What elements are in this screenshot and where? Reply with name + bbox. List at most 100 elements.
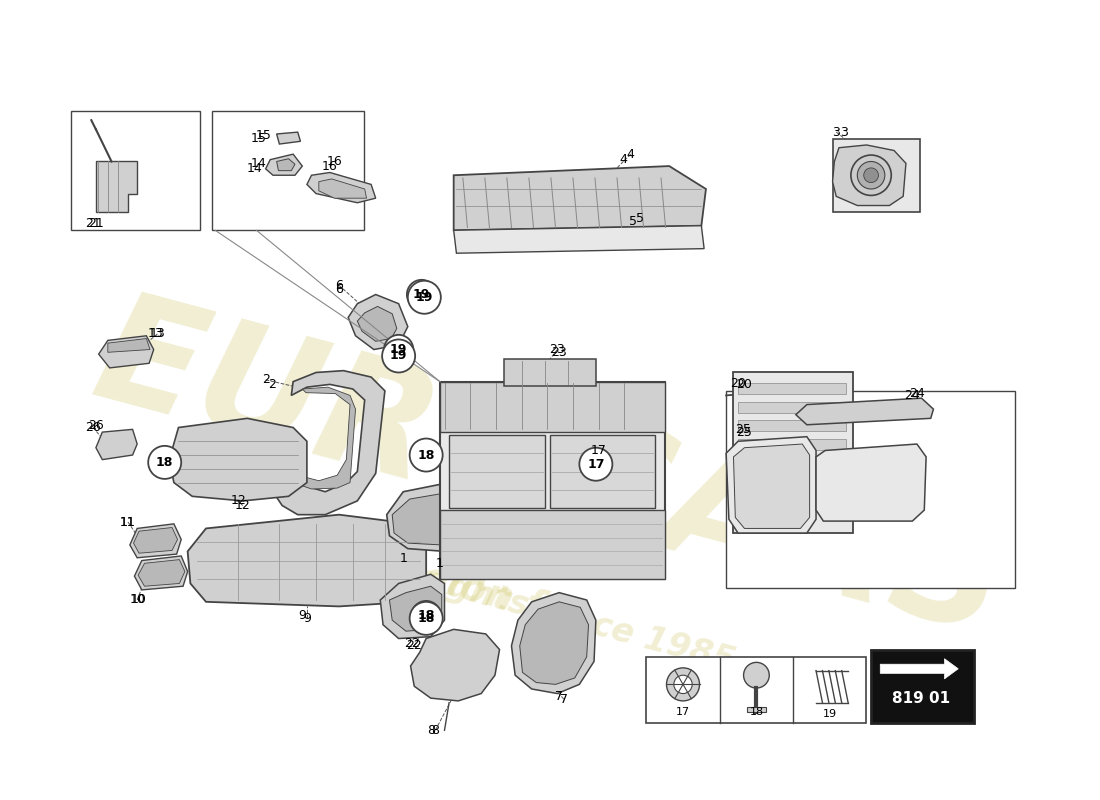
Polygon shape — [381, 574, 444, 638]
Bar — [738, 494, 846, 505]
Polygon shape — [276, 158, 295, 170]
Text: 22: 22 — [406, 639, 422, 652]
Polygon shape — [307, 173, 376, 202]
Bar — [504, 358, 596, 386]
Bar — [738, 457, 846, 468]
Text: 2: 2 — [268, 378, 276, 391]
Bar — [440, 510, 664, 579]
Text: 17: 17 — [676, 707, 690, 717]
Text: 6: 6 — [336, 279, 343, 292]
Bar — [212, 111, 364, 230]
Polygon shape — [130, 524, 182, 558]
Text: 15: 15 — [256, 130, 272, 142]
Bar — [738, 438, 846, 450]
Text: rights since 1985: rights since 1985 — [416, 562, 739, 678]
Text: 18: 18 — [749, 707, 763, 717]
Text: 7: 7 — [560, 693, 568, 706]
Circle shape — [851, 155, 891, 195]
Text: 13: 13 — [147, 327, 164, 341]
Bar — [550, 435, 656, 508]
Bar — [440, 382, 664, 579]
Polygon shape — [293, 387, 355, 489]
Bar — [440, 382, 664, 432]
Circle shape — [409, 438, 442, 471]
Polygon shape — [319, 179, 366, 198]
Polygon shape — [816, 444, 926, 521]
Text: 19: 19 — [416, 290, 433, 304]
Text: 12: 12 — [234, 499, 251, 512]
Text: 24: 24 — [904, 389, 921, 402]
Text: 3: 3 — [839, 126, 847, 138]
Polygon shape — [139, 560, 185, 586]
Text: 20: 20 — [730, 377, 746, 390]
Text: 23: 23 — [550, 343, 565, 356]
Polygon shape — [273, 370, 385, 514]
Text: 14: 14 — [251, 157, 266, 170]
Text: 11: 11 — [120, 515, 136, 529]
Text: 10: 10 — [131, 594, 147, 606]
Bar — [833, 138, 920, 212]
Text: 8: 8 — [431, 724, 439, 737]
Polygon shape — [169, 418, 307, 501]
Text: 13: 13 — [150, 327, 165, 341]
Text: 6: 6 — [336, 283, 343, 297]
Polygon shape — [99, 336, 154, 368]
Text: 25: 25 — [735, 423, 750, 436]
Text: 9: 9 — [302, 612, 311, 625]
Text: 15: 15 — [251, 132, 266, 145]
Text: 8: 8 — [427, 724, 434, 737]
Bar — [647, 657, 867, 723]
Text: 26: 26 — [88, 419, 103, 432]
Circle shape — [857, 162, 884, 189]
Circle shape — [744, 662, 769, 688]
Bar — [738, 475, 846, 486]
Bar — [871, 650, 974, 723]
Circle shape — [148, 446, 182, 479]
Text: 16: 16 — [327, 155, 342, 168]
Text: 18: 18 — [418, 612, 434, 625]
Text: 19: 19 — [389, 343, 407, 356]
Text: 17: 17 — [587, 458, 605, 470]
Polygon shape — [133, 527, 177, 554]
Bar — [734, 373, 852, 533]
Circle shape — [408, 281, 441, 314]
Text: 24: 24 — [909, 387, 925, 400]
Polygon shape — [453, 166, 706, 230]
Text: 16: 16 — [322, 159, 338, 173]
Text: EUROCARS: EUROCARS — [79, 281, 1021, 666]
Text: a passion for: a passion for — [307, 528, 591, 638]
Text: 18: 18 — [418, 609, 434, 622]
Text: 18: 18 — [156, 456, 174, 469]
Text: 5: 5 — [628, 214, 637, 228]
Text: 18: 18 — [418, 449, 434, 462]
Polygon shape — [833, 145, 906, 206]
Text: 4: 4 — [619, 153, 627, 166]
Text: 17: 17 — [591, 444, 606, 457]
Polygon shape — [276, 132, 300, 144]
Polygon shape — [134, 556, 188, 590]
Circle shape — [411, 601, 441, 630]
Text: 14: 14 — [246, 162, 263, 175]
Bar — [738, 420, 846, 431]
Polygon shape — [96, 162, 138, 212]
Text: 23: 23 — [551, 346, 566, 358]
Polygon shape — [734, 444, 810, 529]
Text: 19: 19 — [823, 709, 837, 718]
Circle shape — [407, 280, 437, 309]
Text: 21: 21 — [88, 218, 103, 230]
Polygon shape — [726, 437, 816, 533]
Text: 20: 20 — [737, 378, 752, 391]
Text: 19: 19 — [412, 288, 430, 301]
Text: 26: 26 — [86, 421, 101, 434]
Polygon shape — [519, 602, 588, 684]
Polygon shape — [188, 514, 426, 606]
Text: 7: 7 — [556, 690, 563, 703]
Circle shape — [382, 339, 415, 373]
Circle shape — [580, 448, 613, 481]
Polygon shape — [410, 630, 499, 701]
Polygon shape — [512, 593, 596, 694]
Circle shape — [384, 335, 414, 364]
Polygon shape — [393, 494, 484, 545]
Bar — [726, 391, 1015, 588]
Text: 2: 2 — [262, 374, 270, 386]
